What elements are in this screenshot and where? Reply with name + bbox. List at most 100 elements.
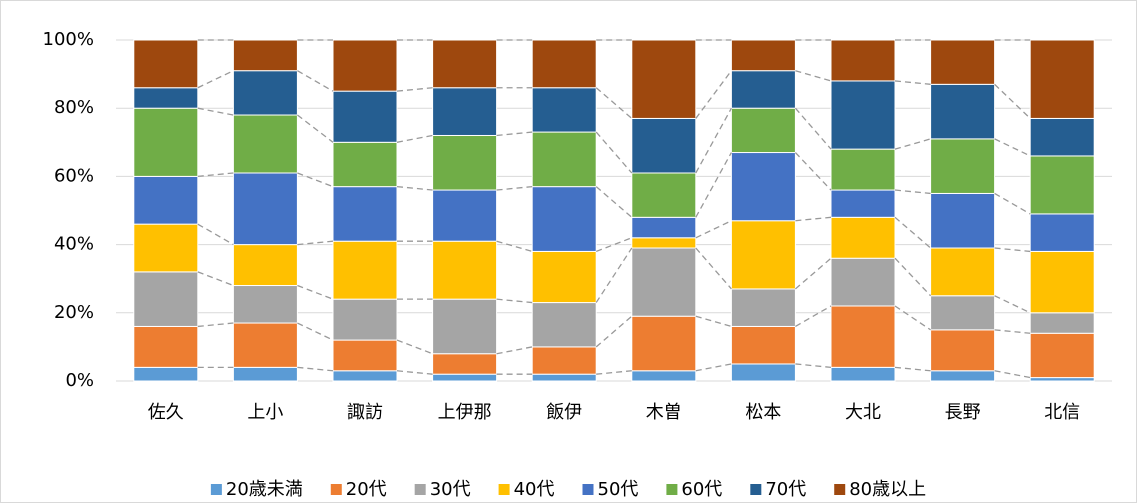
bar-segment <box>531 302 597 348</box>
bar-segment <box>1029 213 1095 252</box>
series-connector <box>396 134 433 143</box>
series-connector <box>496 298 533 304</box>
series-connector <box>197 172 234 178</box>
series-connector <box>894 366 931 372</box>
bar-segment <box>631 237 697 249</box>
y-tick-label: 80% <box>54 97 94 118</box>
series-connector <box>894 216 932 249</box>
bar-segment <box>232 39 298 72</box>
bar-segment <box>730 107 796 154</box>
series-connector <box>297 70 334 92</box>
bar-segment <box>232 172 298 246</box>
series-connector <box>794 257 832 290</box>
series-connector <box>595 131 633 174</box>
bar-segment <box>830 305 896 368</box>
bar-segment <box>631 172 697 218</box>
legend-swatch <box>414 484 426 495</box>
series-connector <box>197 107 234 116</box>
bar-segment <box>531 346 597 375</box>
bar-segment <box>432 373 498 382</box>
series-connector <box>894 305 931 331</box>
legend-label: 50代 <box>598 479 639 500</box>
legend-swatch <box>750 484 762 495</box>
series-connector <box>396 370 433 375</box>
bar-segment <box>531 131 597 188</box>
bar-segment <box>432 134 498 191</box>
bar-segment <box>133 366 199 382</box>
series-connector <box>197 271 234 287</box>
series-connector <box>695 152 732 218</box>
legend-label: 60代 <box>681 479 722 500</box>
series-connector <box>695 247 732 290</box>
bar-segment <box>631 370 697 382</box>
series-connector <box>695 220 732 239</box>
legend-swatch <box>834 484 846 495</box>
bar-segment <box>730 325 796 365</box>
series-connector <box>994 192 1031 215</box>
series-connector <box>794 107 832 150</box>
series-connector <box>197 322 234 328</box>
series-connector <box>795 305 832 328</box>
bar-segment <box>930 138 996 194</box>
bar-segment <box>332 298 398 341</box>
bar-segment <box>232 244 298 287</box>
bar-segment <box>332 339 398 372</box>
bar-segment <box>930 39 996 85</box>
legend-label: 20歳未満 <box>226 479 303 500</box>
bar-segment <box>730 152 796 222</box>
bar-segment <box>432 87 498 136</box>
legend-label: 70代 <box>765 479 806 500</box>
bar-segment <box>830 80 896 150</box>
bar-segment <box>332 141 398 188</box>
bar-segment <box>631 216 697 239</box>
bar-segment <box>432 39 498 89</box>
series-connector <box>496 346 533 355</box>
bar-segment <box>1029 155 1095 215</box>
series-connector <box>297 172 334 188</box>
series-connector <box>496 185 533 191</box>
series-connector <box>595 186 633 218</box>
series-connector <box>795 216 832 222</box>
legend-label: 80歳以上 <box>849 479 926 500</box>
bar-segment <box>930 247 996 297</box>
y-tick-label: 0% <box>65 370 94 391</box>
bar-segment <box>631 39 697 119</box>
x-tick-label: 上伊那 <box>438 402 492 423</box>
y-tick-label: 20% <box>54 302 94 323</box>
x-tick-label: 佐久 <box>148 402 184 423</box>
legend-label: 40代 <box>514 479 555 500</box>
bar-segment <box>531 87 597 133</box>
series-connector <box>894 257 932 297</box>
bar-segment <box>531 39 597 89</box>
bar-segment <box>1029 312 1095 334</box>
x-tick-label: 大北 <box>845 402 881 423</box>
bar-segment <box>232 285 298 324</box>
series-connector <box>994 83 1031 119</box>
series-connector <box>794 152 832 191</box>
series-connector <box>595 315 633 348</box>
series-connector <box>596 370 632 375</box>
series-connector <box>994 329 1031 334</box>
bar-segment <box>830 257 896 307</box>
x-tick-label: 木曽 <box>646 402 682 423</box>
series-connector <box>396 185 433 191</box>
bar-segment <box>631 117 697 174</box>
series-connector <box>994 138 1031 157</box>
bar-segment <box>1029 39 1095 119</box>
bar-segment <box>432 298 498 355</box>
bar-segment <box>133 271 199 327</box>
series-connector <box>297 322 334 341</box>
bar-segment <box>830 189 896 218</box>
x-tick-label: 飯伊 <box>546 402 582 423</box>
series-connector <box>894 138 931 150</box>
series-connector <box>297 240 334 246</box>
bar-segment <box>1029 377 1095 382</box>
bar-segment <box>930 192 996 249</box>
bar-segment <box>930 329 996 372</box>
series-connector <box>297 366 334 372</box>
x-tick-label: 上小 <box>247 402 283 423</box>
series-connector <box>297 114 334 143</box>
series-connector <box>994 295 1031 314</box>
bar-segment <box>332 39 398 92</box>
legend-swatch <box>210 484 222 495</box>
